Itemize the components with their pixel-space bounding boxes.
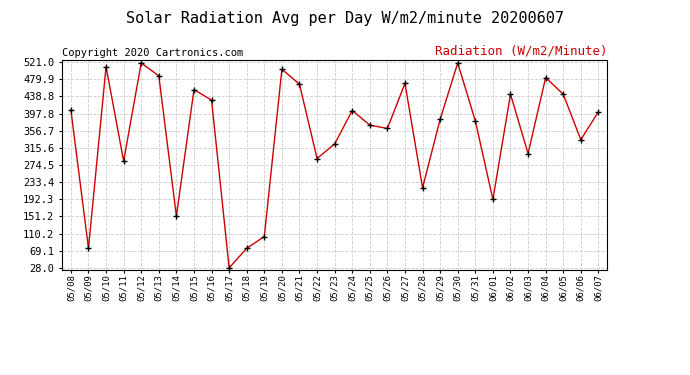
Text: Solar Radiation Avg per Day W/m2/minute 20200607: Solar Radiation Avg per Day W/m2/minute … xyxy=(126,11,564,26)
Text: Copyright 2020 Cartronics.com: Copyright 2020 Cartronics.com xyxy=(62,48,244,58)
Text: Radiation (W/m2/Minute): Radiation (W/m2/Minute) xyxy=(435,45,607,58)
